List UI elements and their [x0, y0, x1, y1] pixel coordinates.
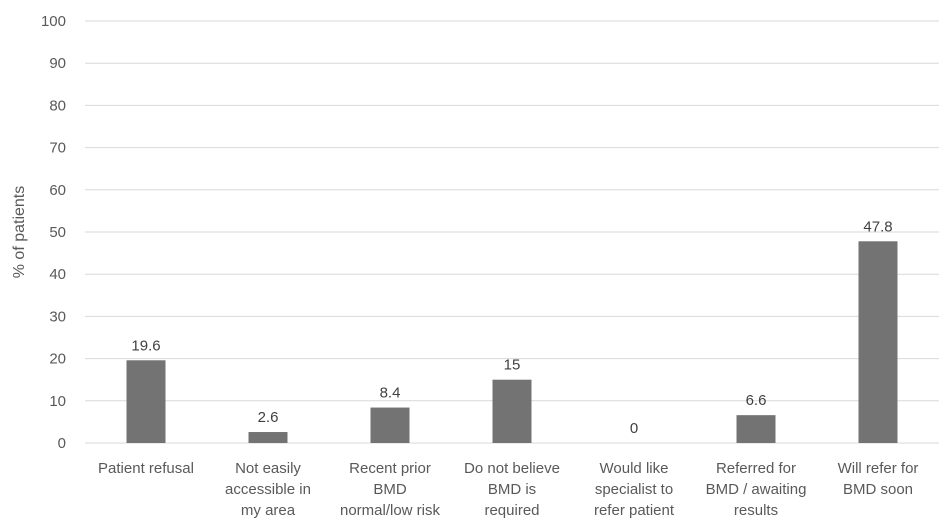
bar — [858, 241, 898, 443]
y-tick-label: 80 — [49, 97, 66, 114]
bar — [736, 415, 776, 443]
y-tick-label: 70 — [49, 140, 66, 157]
y-axis-title: % of patients — [11, 186, 28, 279]
y-tick-label: 30 — [49, 308, 66, 325]
y-tick-label: 60 — [49, 182, 66, 199]
category-label: my area — [241, 502, 296, 519]
category-label: Referred for — [716, 460, 796, 477]
category-label: BMD soon — [843, 481, 913, 498]
data-label: 15 — [504, 357, 521, 374]
data-label: 6.6 — [746, 392, 767, 409]
category-label: Not easily — [235, 460, 301, 477]
y-tick-label: 0 — [58, 435, 66, 452]
category-label: Patient refusal — [98, 460, 194, 477]
category-label: BMD — [373, 481, 407, 498]
category-label: BMD / awaiting — [706, 481, 807, 498]
data-labels: 19.6 2.6 8.4 15 0 6.6 47.8 — [131, 218, 892, 437]
category-label: Would like — [600, 460, 669, 477]
data-label: 47.8 — [863, 218, 892, 235]
y-tick-label: 10 — [49, 393, 66, 410]
category-label: Do not believe — [464, 460, 560, 477]
data-label: 0 — [630, 420, 638, 437]
category-label: BMD is — [488, 481, 536, 498]
gridlines — [85, 20, 939, 444]
y-tick-label: 100 — [41, 13, 66, 30]
data-label: 19.6 — [131, 337, 160, 354]
category-label: accessible in — [225, 481, 311, 498]
bar — [248, 432, 288, 443]
y-tick-label: 90 — [49, 55, 66, 72]
category-label: results — [734, 502, 778, 519]
bars — [126, 241, 898, 443]
data-label: 8.4 — [380, 385, 401, 402]
y-tick-label: 40 — [49, 266, 66, 283]
bar — [370, 407, 410, 443]
y-axis-ticks: 0 10 20 30 40 50 60 70 80 90 100 — [41, 13, 66, 452]
y-tick-label: 50 — [49, 224, 66, 241]
bar — [126, 360, 166, 443]
data-label: 2.6 — [258, 409, 279, 426]
bar — [492, 379, 532, 443]
category-label: required — [484, 502, 539, 519]
y-tick-label: 20 — [49, 351, 66, 368]
category-label: Recent prior — [349, 460, 431, 477]
category-label: normal/low risk — [340, 502, 441, 519]
category-label: Will refer for — [838, 460, 919, 477]
x-axis-categories: Patient refusal Not easily accessible in my… — [98, 460, 918, 519]
category-label: specialist to — [595, 481, 673, 498]
category-label: refer patient — [594, 502, 675, 519]
